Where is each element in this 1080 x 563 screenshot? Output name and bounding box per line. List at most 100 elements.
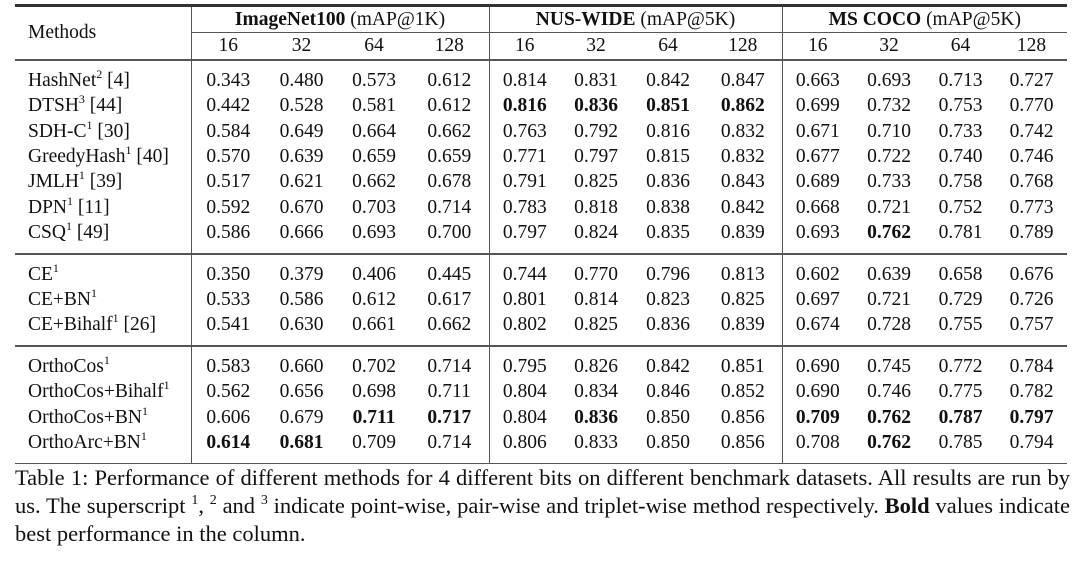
method-type-superscript: 1 xyxy=(141,403,148,418)
table-row: DPN1 [11] 0.592 0.670 0.703 0.714 0.783 0.818 0… xyxy=(15,194,1067,221)
value-cell: 0.826 xyxy=(574,355,618,377)
value-cell: 0.689 xyxy=(781,169,853,195)
value-cell: 0.732 xyxy=(867,95,911,117)
value-cell: 0.733 xyxy=(938,120,983,142)
method-type-superscript: 1 xyxy=(140,429,147,444)
bits-header: 32 xyxy=(291,35,312,57)
method-reference: [26] xyxy=(123,314,157,336)
value-cell: 0.733 xyxy=(867,171,911,193)
method-name: CSQ1 [49] xyxy=(15,220,191,245)
method-reference: [40] xyxy=(136,146,169,168)
value-cell: 0.612 xyxy=(427,69,472,91)
value-cell: 0.726 xyxy=(1009,289,1054,311)
value-cell: 0.676 xyxy=(1009,263,1054,285)
table-row: CE+Bihalf1 [26] 0.541 0.630 0.661 0.662 0.802… xyxy=(15,312,1067,338)
method-name: OrthoCos+Bihalf1 xyxy=(15,379,191,404)
value-cell: 0.836 xyxy=(574,95,618,117)
value-cell: 0.804 xyxy=(488,404,560,431)
value-cell: 0.838 xyxy=(646,196,690,218)
value-cell: 0.693 xyxy=(781,220,853,246)
value-cell: 0.795 xyxy=(488,353,560,380)
value-cell: 0.662 xyxy=(352,171,396,193)
value-cell: 0.785 xyxy=(938,432,983,454)
value-cell: 0.661 xyxy=(352,314,396,336)
value-cell: 0.581 xyxy=(352,95,396,117)
value-cell: 0.797 xyxy=(574,146,618,168)
value-cell: 0.842 xyxy=(720,196,765,218)
value-cell: 0.630 xyxy=(279,314,324,336)
value-cell: 0.847 xyxy=(720,69,765,91)
table-row: SDH-C1 [30] 0.584 0.649 0.664 0.662 0.763 0.79… xyxy=(15,118,1067,145)
value-cell: 0.801 xyxy=(488,287,560,313)
value-cell: 0.583 xyxy=(190,353,265,380)
table-row: GreedyHash1 [40] 0.570 0.639 0.659 0.659 0.77… xyxy=(15,144,1067,170)
value-cell: 0.789 xyxy=(1009,222,1054,244)
method-name: CE1 xyxy=(15,262,191,287)
value-cell: 0.709 xyxy=(781,404,853,431)
bits-header: 32 xyxy=(879,35,899,57)
method-name: GreedyHash1 [40] xyxy=(15,144,191,169)
value-cell: 0.592 xyxy=(190,194,265,221)
value-cell: 0.839 xyxy=(720,314,765,336)
header-row-groups: Methods ImageNet100 (mAP@1K) NUS-WIDE (m… xyxy=(15,7,1067,43)
value-cell: 0.843 xyxy=(720,171,765,193)
results-table: Methods ImageNet100 (mAP@1K) NUS-WIDE (m… xyxy=(15,4,1067,464)
value-cell: 0.856 xyxy=(720,432,765,454)
method-type-superscript: 1 xyxy=(78,168,85,183)
value-cell: 0.762 xyxy=(867,222,911,244)
bits-header: 128 xyxy=(434,35,464,57)
value-cell: 0.746 xyxy=(867,381,911,403)
value-cell: 0.782 xyxy=(1009,381,1054,403)
value-cell: 0.763 xyxy=(488,118,560,145)
bits-header: 16 xyxy=(190,32,265,60)
value-cell: 0.541 xyxy=(190,312,265,338)
value-cell: 0.678 xyxy=(427,171,472,193)
value-cell: 0.781 xyxy=(938,222,983,244)
value-cell: 0.835 xyxy=(646,222,690,244)
value-cell: 0.787 xyxy=(938,406,983,428)
method-type-superscript: 1 xyxy=(65,219,72,234)
value-cell: 0.517 xyxy=(190,169,265,195)
value-cell: 0.850 xyxy=(646,406,690,428)
method-label: SDH-C xyxy=(28,120,87,142)
value-cell: 0.762 xyxy=(867,406,911,428)
value-cell: 0.794 xyxy=(1009,432,1054,454)
value-cell: 0.758 xyxy=(938,171,983,193)
value-cell: 0.442 xyxy=(190,93,265,119)
method-label: CE+BN xyxy=(28,289,92,311)
method-label: OrthoArc+BN xyxy=(28,432,141,454)
value-cell: 0.773 xyxy=(1009,196,1054,218)
section-divider xyxy=(15,252,1067,255)
value-cell: 0.573 xyxy=(352,69,396,91)
value-cell: 0.480 xyxy=(279,69,324,91)
table-row: OrthoCos1 0.583 0.660 0.702 0.714 0.795 0.826 0… xyxy=(15,353,1067,380)
value-cell: 0.717 xyxy=(427,406,472,428)
method-name: CE+BN1 xyxy=(15,287,191,312)
method-name: OrthoCos1 xyxy=(15,354,191,379)
value-cell: 0.852 xyxy=(720,381,765,403)
value-cell: 0.832 xyxy=(720,146,765,168)
value-cell: 0.770 xyxy=(574,263,618,285)
value-cell: 0.679 xyxy=(279,406,324,428)
bits-header: 64 xyxy=(364,35,384,57)
value-cell: 0.666 xyxy=(279,222,324,244)
value-cell: 0.851 xyxy=(646,95,690,117)
value-cell: 0.662 xyxy=(427,120,472,142)
bits-header: 16 xyxy=(488,32,560,60)
value-cell: 0.753 xyxy=(938,95,983,117)
value-cell: 0.639 xyxy=(867,263,911,285)
value-cell: 0.406 xyxy=(352,263,396,285)
table-row: OrthoCos+Bihalf1 0.562 0.656 0.698 0.711 0.80… xyxy=(15,379,1067,405)
value-cell: 0.836 xyxy=(574,406,618,428)
method-reference: [4] xyxy=(107,69,130,91)
method-type-superscript: 1 xyxy=(91,286,98,301)
value-cell: 0.815 xyxy=(646,146,690,168)
value-cell: 0.816 xyxy=(488,93,560,119)
value-cell: 0.612 xyxy=(352,289,396,311)
value-cell: 0.693 xyxy=(867,69,911,91)
value-cell: 0.796 xyxy=(646,263,690,285)
value-cell: 0.702 xyxy=(352,355,396,377)
value-cell: 0.770 xyxy=(1009,95,1054,117)
method-name: CE+Bihalf1 [26] xyxy=(15,312,191,337)
value-cell: 0.690 xyxy=(781,379,853,405)
